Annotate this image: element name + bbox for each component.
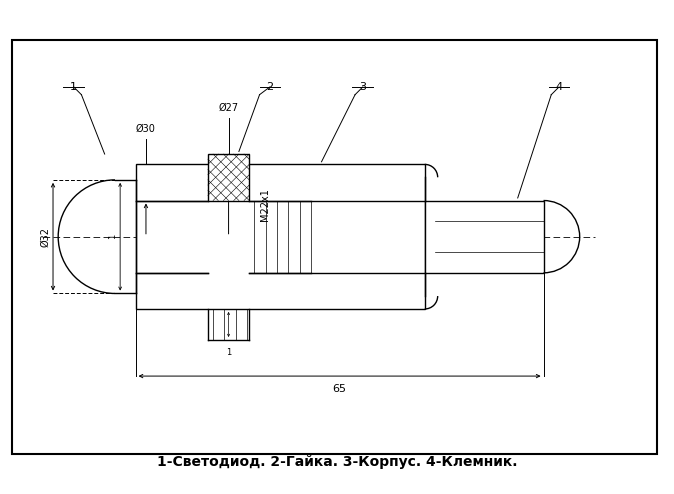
Text: Ø27: Ø27 <box>218 103 239 113</box>
Text: Ø30: Ø30 <box>136 124 156 133</box>
Bar <box>208 154 249 201</box>
Text: 1: 1 <box>109 234 117 239</box>
Text: 4: 4 <box>555 82 563 92</box>
Text: M22x1: M22x1 <box>259 188 270 221</box>
Bar <box>135 165 425 309</box>
Bar <box>11 41 657 453</box>
Text: 1-Светодиод. 2-Гайка. 3-Корпус. 4-Клемник.: 1-Светодиод. 2-Гайка. 3-Корпус. 4-Клемни… <box>157 455 517 469</box>
Text: 1: 1 <box>70 82 78 92</box>
Text: 65: 65 <box>332 384 346 394</box>
Text: 2: 2 <box>266 82 274 92</box>
Text: 3: 3 <box>359 82 366 92</box>
Text: 1: 1 <box>226 348 231 357</box>
Text: Ø32: Ø32 <box>40 227 51 247</box>
Bar <box>425 201 543 273</box>
